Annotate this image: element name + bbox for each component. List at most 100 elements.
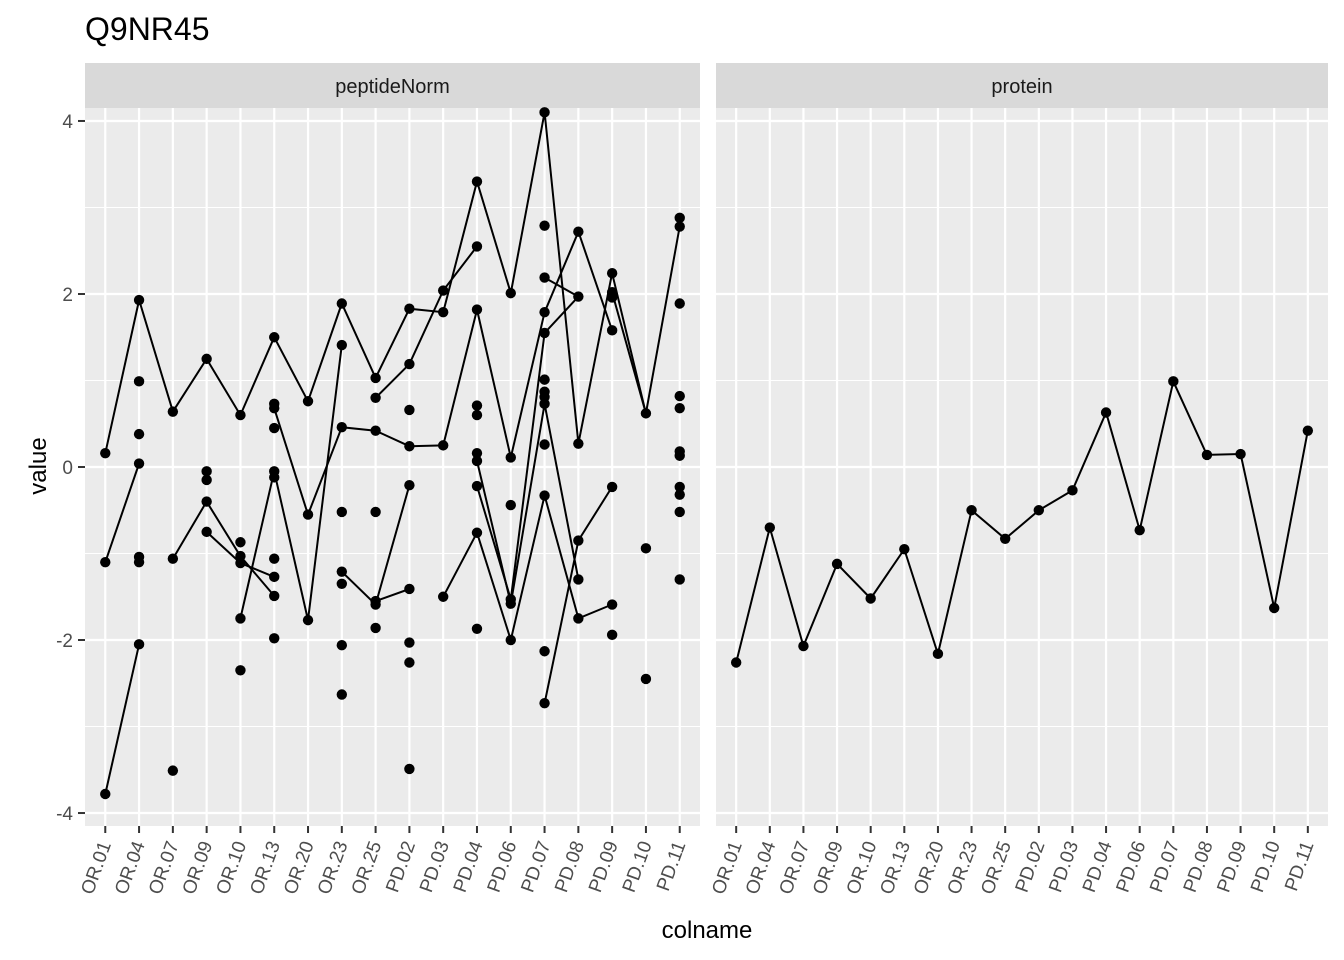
data-point (235, 613, 246, 624)
x-tick-label: PD.07 (1146, 839, 1184, 896)
data-point (505, 598, 516, 609)
series-line (476, 403, 580, 604)
data-point (133, 376, 145, 387)
data-point (539, 272, 550, 283)
data-point (471, 304, 483, 315)
data-point (573, 291, 584, 302)
x-axis-title: colname (662, 917, 753, 944)
data-point (302, 509, 314, 520)
data-point (999, 533, 1011, 544)
data-point (336, 689, 348, 700)
data-point (133, 458, 145, 469)
x-tick-label: PD.11 (653, 839, 690, 894)
data-point (133, 294, 145, 306)
data-point (235, 665, 246, 676)
series-line (735, 378, 1309, 663)
data-point (606, 325, 618, 336)
series-line (442, 495, 613, 644)
facet-peptideNorm: peptideNorm OR.01OR.04OR.07OR.09OR.10OR.1… (56, 63, 700, 897)
x-tick-label: PD.10 (619, 839, 657, 896)
facet-strip (716, 63, 1328, 108)
data-point (640, 673, 652, 685)
data-point (1033, 505, 1045, 516)
data-point (865, 593, 876, 604)
x-tick-label: PD.10 (1247, 839, 1285, 896)
data-point (100, 447, 111, 459)
data-point (404, 763, 415, 775)
data-point (539, 306, 550, 318)
x-tick-label: OR.10 (843, 839, 882, 898)
x-tick-label: PD.02 (1012, 839, 1050, 896)
data-point (1067, 485, 1078, 496)
data-point (471, 409, 483, 421)
data-point (539, 374, 550, 385)
x-tick-label: PD.09 (1213, 839, 1251, 896)
data-point (437, 285, 449, 296)
data-point (133, 556, 145, 568)
data-point (201, 496, 212, 507)
data-point (1100, 407, 1112, 418)
x-tick-label: PD.03 (1045, 839, 1083, 896)
data-point (1201, 449, 1213, 461)
data-point (370, 392, 381, 403)
data-point (404, 358, 415, 370)
data-point (539, 398, 550, 410)
y-axis-title: value (25, 437, 52, 494)
data-point (201, 526, 212, 538)
facet-strip (85, 63, 700, 108)
data-point (235, 409, 246, 421)
x-tick-label: OR.20 (910, 839, 949, 898)
data-point (539, 220, 550, 231)
x-tick-label: PD.09 (585, 839, 623, 896)
series-line (172, 499, 275, 597)
data-point (370, 599, 381, 610)
data-point (1235, 448, 1246, 460)
data-point (573, 613, 584, 624)
data-point (573, 438, 584, 449)
data-point (370, 622, 381, 634)
chart-title: Q9NR45 (85, 11, 210, 47)
y-tick-label: 2 (62, 285, 73, 306)
data-point (471, 241, 483, 252)
data-point (437, 591, 449, 602)
data-point (302, 396, 314, 407)
data-point (674, 506, 685, 518)
data-point (674, 481, 685, 493)
data-point (573, 226, 584, 237)
data-point (437, 306, 449, 318)
data-point (573, 574, 584, 585)
data-point (370, 425, 381, 436)
x-tick-label: PD.07 (517, 839, 555, 896)
data-point (167, 765, 179, 776)
data-point (505, 452, 516, 463)
data-point (573, 535, 584, 546)
data-point (404, 479, 415, 491)
data-point (1268, 602, 1280, 614)
data-point (471, 527, 483, 538)
data-point (201, 353, 212, 365)
data-point (269, 422, 280, 434)
series-line (544, 276, 579, 298)
data-point (404, 404, 415, 416)
data-point (505, 499, 516, 511)
data-point (437, 440, 449, 451)
data-point (1134, 524, 1145, 536)
facet-protein: proteinOR.01OR.04OR.07OR.09OR.10OR.13OR.… (708, 63, 1328, 897)
x-tick-label: PD.06 (1113, 839, 1151, 896)
x-tick-label: PD.06 (484, 839, 522, 896)
facet-strip-label: peptideNorm (335, 76, 450, 98)
data-point (471, 623, 483, 634)
data-point (539, 439, 550, 450)
data-point (471, 176, 483, 187)
data-point (167, 553, 179, 564)
facet-strip-label: protein (991, 76, 1052, 98)
data-point (269, 571, 280, 583)
data-point (167, 406, 179, 417)
data-point (640, 543, 652, 554)
data-point (539, 697, 550, 709)
data-point (471, 447, 483, 459)
series-line (374, 245, 478, 399)
data-point (370, 506, 381, 518)
data-point (471, 400, 483, 411)
x-tick-label: PD.04 (1079, 838, 1117, 895)
